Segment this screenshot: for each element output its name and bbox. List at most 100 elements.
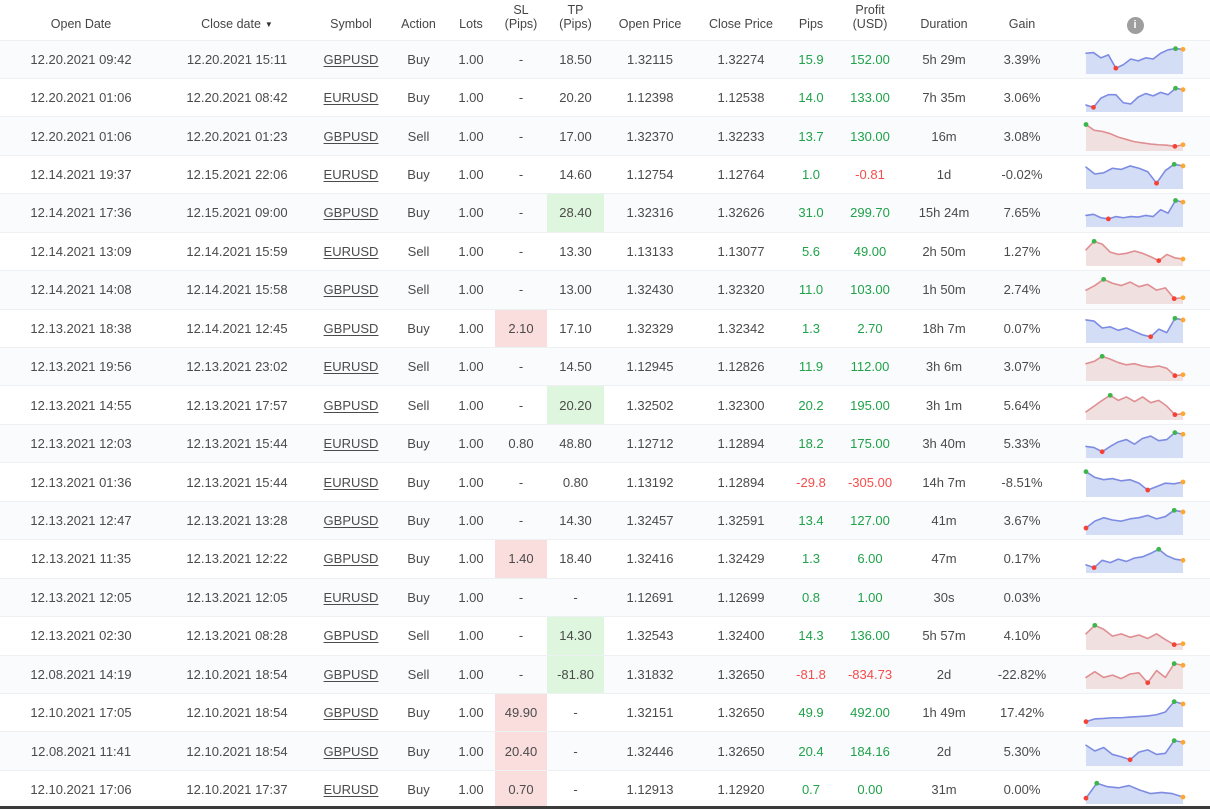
cell-symbol: GBPUSD xyxy=(312,693,390,731)
cell-profit-usd: 6.00 xyxy=(857,551,883,567)
column-header-symbol[interactable]: Symbol xyxy=(312,0,390,40)
cell-duration: 15h 24m xyxy=(918,205,970,221)
cell-action: Buy xyxy=(407,51,430,67)
cell-close-date: 12.15.2021 09:00 xyxy=(186,205,288,221)
symbol-link[interactable]: EURUSD xyxy=(323,90,379,106)
close-marker xyxy=(1180,372,1186,378)
column-header-lots[interactable]: Lots xyxy=(447,0,495,40)
cell-symbol: GBPUSD xyxy=(312,501,390,539)
table-row: 12.10.2021 17:05 12.10.2021 18:54 GBPUSD Bu… xyxy=(0,693,1210,732)
symbol-link[interactable]: GBPUSD xyxy=(323,666,379,682)
cell-profit-usd: 195.00 xyxy=(850,397,890,413)
min-marker xyxy=(1171,296,1177,302)
cell-close-price: 1.32233 xyxy=(717,128,765,144)
symbol-link[interactable]: GBPUSD xyxy=(323,205,379,221)
close-marker xyxy=(1180,701,1186,707)
column-header-action[interactable]: Action xyxy=(390,0,447,40)
symbol-link[interactable]: EURUSD xyxy=(323,243,379,259)
cell-open-date: 12.14.2021 19:37 xyxy=(30,167,132,183)
close-marker xyxy=(1180,200,1186,205)
symbol-link[interactable]: EURUSD xyxy=(323,782,379,798)
cell-open-date: 12.14.2021 14:08 xyxy=(30,282,132,298)
cell-close-date: 12.10.2021 18:54 xyxy=(186,666,288,682)
cell-sl-pips: - xyxy=(518,397,524,413)
symbol-link[interactable]: EURUSD xyxy=(323,167,379,183)
header-row: Open Date Close date ▼ Symbol Action Lots SL (P… xyxy=(0,0,1210,40)
column-header-open_date[interactable]: Open Date xyxy=(0,0,162,40)
info-icon[interactable]: i xyxy=(1126,16,1144,34)
cell-pips: 11.0 xyxy=(798,282,824,298)
max-marker xyxy=(1171,507,1177,513)
header-label: Open Date xyxy=(50,16,112,31)
symbol-link[interactable]: EURUSD xyxy=(323,474,379,490)
cell-close-price: 1.12826 xyxy=(717,359,765,375)
cell-action: Buy xyxy=(407,589,430,605)
symbol-link[interactable]: GBPUSD xyxy=(323,320,379,336)
symbol-link[interactable]: GBPUSD xyxy=(323,551,379,567)
cell-open-date: 12.14.2021 17:36 xyxy=(30,205,132,221)
column-header-open_price[interactable]: Open Price xyxy=(604,0,696,40)
column-header-tp[interactable]: TP (Pips) xyxy=(547,0,604,40)
cell-gain: -8.51% xyxy=(1001,474,1043,490)
close-marker xyxy=(1180,739,1186,745)
column-header-profit[interactable]: Profit (USD) xyxy=(836,0,904,40)
column-header-close_price[interactable]: Close Price xyxy=(696,0,786,40)
cell-price-chart xyxy=(1060,732,1210,770)
column-header-gain[interactable]: Gain xyxy=(984,0,1060,40)
symbol-link[interactable]: GBPUSD xyxy=(323,705,379,721)
header-label: Open Price xyxy=(618,16,682,31)
cell-gain: -0.02% xyxy=(1001,167,1043,183)
cell-action: Sell xyxy=(407,359,430,375)
cell-open-date: 12.14.2021 13:09 xyxy=(30,243,132,259)
cell-pips: 31.0 xyxy=(798,205,824,221)
cell-open-price: 1.32151 xyxy=(626,705,674,721)
symbol-link[interactable]: EURUSD xyxy=(323,436,379,452)
max-marker xyxy=(1083,468,1089,474)
cell-open-price: 1.13133 xyxy=(626,243,674,259)
symbol-link[interactable]: GBPUSD xyxy=(323,128,379,144)
cell-price-chart xyxy=(1060,232,1210,270)
symbol-link[interactable]: GBPUSD xyxy=(323,397,379,413)
cell-pips: 13.7 xyxy=(798,128,824,144)
column-header-duration[interactable]: Duration xyxy=(904,0,984,40)
cell-action: Buy xyxy=(407,320,430,336)
cell-symbol: GBPUSD xyxy=(312,194,390,232)
column-header-pips[interactable]: Pips xyxy=(786,0,836,40)
column-header-chart[interactable]: i xyxy=(1060,0,1210,40)
cell-close-price: 1.32300 xyxy=(717,397,765,413)
cell-tp-pips: - xyxy=(573,782,578,798)
table-row: 12.14.2021 17:36 12.15.2021 09:00 GBPUSD Bu… xyxy=(0,193,1210,233)
cell-open-date: 12.13.2021 14:55 xyxy=(30,397,132,413)
close-marker xyxy=(1180,295,1186,301)
cell-action: Buy xyxy=(407,512,430,528)
cell-price-chart xyxy=(1060,271,1210,309)
sort-desc-icon[interactable]: ▼ xyxy=(264,19,273,29)
symbol-link[interactable]: GBPUSD xyxy=(323,512,379,528)
column-header-close_date[interactable]: Close date ▼ xyxy=(162,0,312,40)
header-label: Lots xyxy=(459,16,483,31)
max-marker xyxy=(1172,315,1178,321)
min-marker xyxy=(1083,719,1089,725)
symbol-link[interactable]: GBPUSD xyxy=(323,743,379,759)
sparkline-chart xyxy=(1083,507,1186,535)
cell-sl-pips: - xyxy=(518,589,524,605)
max-marker xyxy=(1171,699,1177,705)
cell-profit-usd: 152.00 xyxy=(850,51,890,67)
cell-profit-usd: 0.00 xyxy=(857,782,883,798)
symbol-link[interactable]: EURUSD xyxy=(323,589,379,605)
sparkline-chart xyxy=(1085,623,1186,651)
symbol-link[interactable]: GBPUSD xyxy=(323,628,379,644)
min-marker xyxy=(1145,487,1151,492)
symbol-link[interactable]: GBPUSD xyxy=(323,282,379,298)
cell-profit-usd: 1.00 xyxy=(857,589,883,605)
column-header-sl[interactable]: SL (Pips) xyxy=(495,0,547,40)
cell-sl-pips: 0.70 xyxy=(495,770,547,809)
cell-profit-usd: 103.00 xyxy=(850,282,890,298)
cell-close-date: 12.13.2021 12:05 xyxy=(186,589,288,605)
cell-gain: 1.27% xyxy=(1003,243,1041,259)
cell-pips: -29.8 xyxy=(796,474,826,490)
cell-profit-usd: 133.00 xyxy=(850,90,890,106)
symbol-link[interactable]: GBPUSD xyxy=(323,51,379,67)
table-row: 12.13.2021 12:03 12.13.2021 15:44 EURUSD Bu… xyxy=(0,424,1210,463)
symbol-link[interactable]: EURUSD xyxy=(323,359,379,375)
